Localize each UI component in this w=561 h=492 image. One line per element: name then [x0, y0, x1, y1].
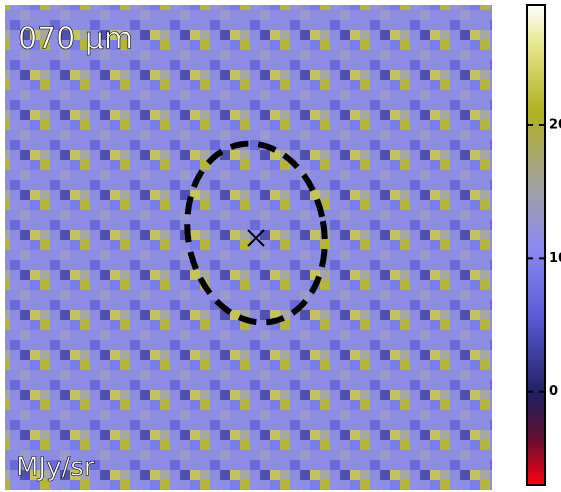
map-title: 070 μm	[18, 22, 133, 57]
colorbar-tick-label: 10	[549, 251, 561, 266]
center-marker	[247, 229, 265, 247]
aperture-circle	[184, 140, 328, 326]
colorbar	[526, 4, 546, 486]
colorbar-tick-label: 0	[549, 384, 558, 399]
colorbar-tick-label: 20	[549, 118, 561, 133]
map-image	[5, 5, 492, 490]
unit-label: MJy/sr	[16, 453, 95, 483]
